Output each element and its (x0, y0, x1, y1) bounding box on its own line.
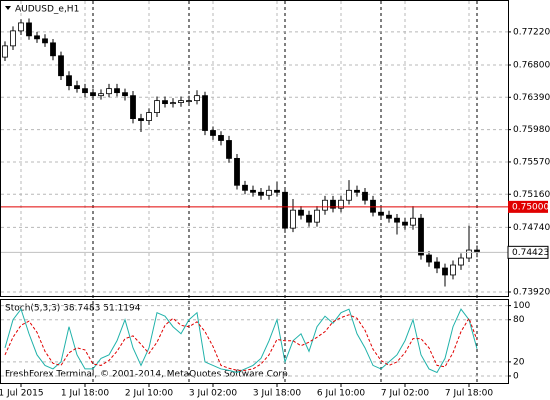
x-tick-label: 3 Jul 18:00 (253, 389, 302, 399)
x-tick-label: 1 Jul 18:00 (61, 389, 110, 399)
candle-body (154, 100, 160, 114)
candle-body (18, 22, 24, 32)
x-tick-label: 2 Jul 10:00 (125, 389, 174, 399)
stoch-pane (0, 299, 509, 384)
candle-body (130, 95, 136, 119)
menu-triangle[interactable] (5, 6, 11, 10)
candle-body (466, 249, 472, 259)
candle-body (210, 130, 216, 136)
candle-body (42, 38, 48, 44)
candle-body (218, 135, 224, 141)
candle-body (138, 118, 144, 121)
level-label-box (508, 200, 548, 213)
candle-body (50, 42, 56, 57)
candle-body (66, 75, 72, 87)
candle-body (178, 100, 184, 103)
x-tick-label: 7 Jul 18:00 (445, 389, 494, 399)
candle-body (426, 254, 432, 263)
candle-body (114, 88, 120, 94)
candle-body (362, 191, 368, 201)
candle-body (226, 140, 232, 159)
candle-body (82, 88, 88, 94)
candle-body (2, 45, 8, 58)
candle-body (34, 35, 40, 40)
candle-body (386, 214, 392, 219)
x-tick-label: 7 Jul 02:00 (381, 389, 430, 399)
candle-body (458, 257, 464, 266)
y-tick-label: 0.77220 (513, 27, 550, 37)
candle-body (322, 199, 328, 211)
y-tick-label: 80 (513, 315, 525, 325)
x-tick-label: 6 Jul 10:00 (317, 389, 366, 399)
candle-body (170, 102, 176, 105)
y-tick-label: 0.76800 (513, 60, 550, 70)
candle-body (378, 211, 384, 216)
candle-body (242, 184, 248, 191)
candle-body (122, 92, 128, 97)
candle-body (10, 30, 16, 47)
candle-body (234, 157, 240, 186)
candle-body (298, 209, 304, 216)
candle-body (354, 189, 360, 193)
symbol-title: AUDUSD_e,H1 (15, 5, 79, 15)
candle-body (162, 100, 168, 105)
candle-body (194, 95, 200, 102)
x-tick-label: 3 Jul 02:00 (189, 389, 238, 399)
candle-body (98, 93, 104, 97)
y-tick-label: 0.73920 (513, 287, 550, 297)
candle-body (106, 88, 112, 95)
candle-body (266, 189, 272, 196)
candle-body (74, 85, 80, 90)
y-tick-label: 20 (513, 357, 525, 367)
level-label: 0.75000 (512, 202, 549, 212)
footer: FreshForex Terminal, © 2001-2014, MetaQu… (5, 370, 291, 380)
y-tick-label: 0.74740 (513, 223, 550, 233)
candle-body (146, 112, 152, 121)
candle-body (274, 189, 280, 193)
candle-body (394, 217, 400, 223)
candle-body (58, 55, 64, 77)
y-tick-label: 0.75570 (513, 157, 550, 167)
candle-body (186, 100, 192, 103)
candle-body (258, 191, 264, 196)
y-tick-label: 0 (513, 371, 519, 381)
candle-body (202, 95, 208, 131)
stoch-line (4, 314, 478, 371)
candle-body (346, 189, 352, 201)
stoch-title: Stoch(5,3,3) 38.7483 51.1194 (5, 304, 141, 314)
candle-body (402, 221, 408, 226)
candle-body (370, 199, 376, 213)
x-tick-label: 1 Jul 2015 (0, 389, 44, 399)
candle-body (290, 209, 296, 229)
candle-body (338, 199, 344, 209)
candle-body (26, 22, 32, 37)
y-tick-label: 0.75980 (513, 125, 550, 135)
candle-body (410, 217, 416, 226)
candle-body (330, 199, 336, 209)
y-tick-label: 0.75160 (513, 190, 550, 200)
candle-body (418, 217, 424, 256)
candle-body (250, 189, 256, 193)
candle-body (314, 209, 320, 223)
bid-label-box (507, 245, 549, 259)
candle-body (306, 214, 312, 223)
y-tick-label: 0.76390 (513, 93, 550, 103)
candle-body (90, 92, 96, 97)
candle-body (434, 261, 440, 269)
candle-body (442, 267, 448, 276)
y-tick-label: 100 (513, 301, 530, 311)
candle-body (282, 191, 288, 229)
bid-label: 0.74423 (512, 248, 549, 258)
candle-body (450, 264, 456, 276)
